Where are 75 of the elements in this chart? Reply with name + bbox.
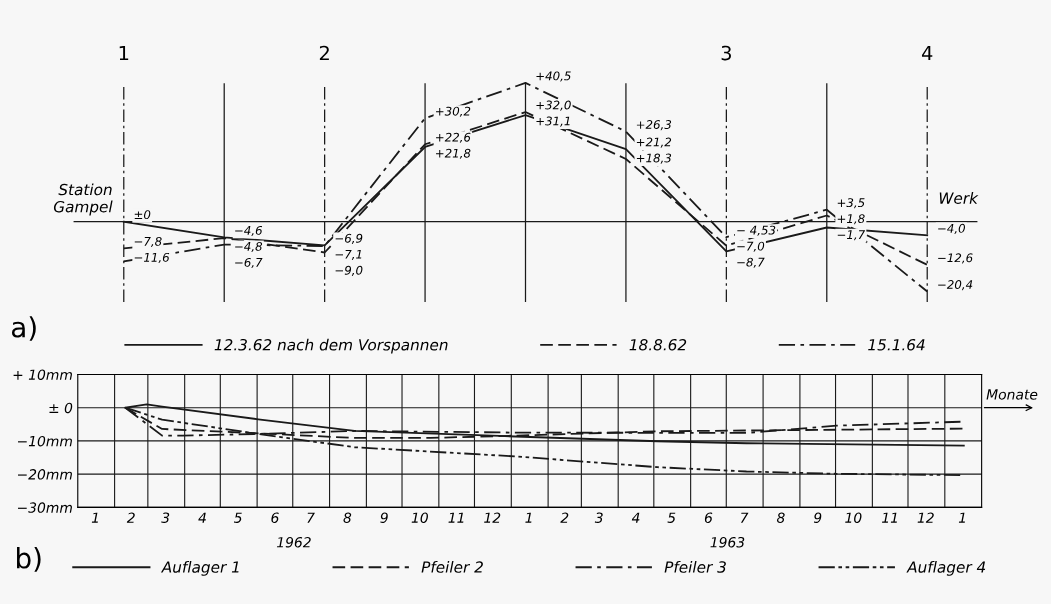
data-label: −4,6 — [235, 225, 263, 237]
data-label: +18,3 — [636, 153, 672, 164]
x-tick-label: 5 — [667, 512, 676, 523]
data-label: +40,5 — [536, 71, 571, 82]
x-tick-label: 7 — [740, 512, 749, 523]
x-tick-label: 1 — [91, 512, 98, 523]
x-tick-label: 1 — [525, 512, 532, 523]
x-tick-label: 10 — [411, 512, 428, 523]
x-tick-label: 4 — [631, 512, 640, 523]
y-tick-label: −30mm — [18, 502, 72, 513]
legend-label: Pfeiler 3 — [664, 560, 726, 573]
data-label: −11,6 — [134, 252, 170, 264]
x-tick-label: 11 — [448, 512, 464, 523]
x-tick-label: 4 — [921, 45, 933, 61]
data-label: +30,2 — [436, 106, 471, 117]
legend-label: 15.1.64 — [868, 338, 925, 351]
y-tick-label: + 10mm — [13, 369, 72, 380]
data-label: −12,6 — [938, 253, 973, 264]
text: b) — [17, 547, 41, 572]
data-label: −7,1 — [335, 249, 362, 260]
data-label: − 4,53 — [737, 225, 776, 236]
data-label: +22,6 — [436, 132, 471, 143]
x-tick-label: 3 — [721, 45, 731, 61]
x-tick-label: 6 — [704, 512, 713, 523]
x-tick-label: 10 — [845, 512, 862, 523]
x-tick-label: 8 — [343, 512, 352, 523]
x-axis-title: Monate — [986, 389, 1038, 400]
legend-label: Auflager 4 — [906, 560, 986, 576]
x-tick-label: 9 — [380, 512, 388, 523]
data-label: −9,0 — [335, 265, 363, 276]
legend-label: 12.3.62 nach dem Vorspannen — [214, 338, 448, 354]
data-label: −6,7 — [235, 257, 263, 269]
x-tick-label: 1 — [119, 45, 129, 61]
x-tick-label: 2 — [126, 512, 135, 523]
data-label: −4,8 — [235, 241, 263, 253]
data-label: +1,8 — [837, 214, 865, 225]
x-tick-label: 2 — [560, 512, 569, 523]
x-tick-label: 4 — [198, 512, 206, 523]
text: 1963 — [710, 537, 745, 548]
data-label: −6,9 — [335, 233, 363, 244]
data-label: −7,0 — [737, 241, 765, 252]
legend-label: 18.8.62 — [629, 338, 687, 351]
data-label: +21,2 — [636, 137, 672, 148]
data-label: +21,8 — [436, 148, 471, 159]
text: 1962 — [276, 537, 311, 548]
data-label: −7,8 — [134, 236, 162, 248]
data-label: −20,4 — [938, 280, 973, 291]
data-label: +26,3 — [636, 120, 672, 131]
data-label: −4,0 — [938, 223, 966, 235]
data-label: +32,0 — [536, 100, 571, 111]
x-tick-label: 2 — [319, 45, 329, 61]
data-label: +3,5 — [837, 198, 865, 209]
data-label: ±0 — [134, 210, 151, 220]
x-tick-label: 3 — [594, 512, 603, 523]
x-tick-label: 6 — [271, 512, 279, 523]
x-tick-label: 9 — [813, 512, 822, 523]
annotation: Werk — [939, 192, 979, 204]
x-tick-label: 5 — [233, 512, 242, 523]
data-label: −8,7 — [737, 257, 765, 268]
data-label: −1,7 — [837, 230, 866, 241]
x-tick-label: 3 — [161, 512, 170, 523]
y-tick-label: ± 0 — [49, 402, 73, 414]
y-tick-label: −10mm — [18, 435, 72, 447]
x-tick-label: 1 — [958, 512, 965, 523]
x-tick-label: 12 — [484, 512, 501, 523]
legend-label: Auflager 1 — [160, 560, 239, 576]
y-tick-label: −20mm — [18, 469, 72, 480]
x-tick-label: 8 — [776, 512, 785, 523]
x-tick-label: 11 — [882, 512, 897, 523]
data-label: +31,1 — [536, 116, 570, 127]
x-tick-label: 12 — [917, 512, 934, 523]
legend-label: Pfeiler 2 — [421, 560, 483, 573]
x-tick-label: 7 — [307, 512, 315, 523]
text: a) — [11, 316, 36, 341]
annotation: Station Gampel — [53, 183, 113, 216]
